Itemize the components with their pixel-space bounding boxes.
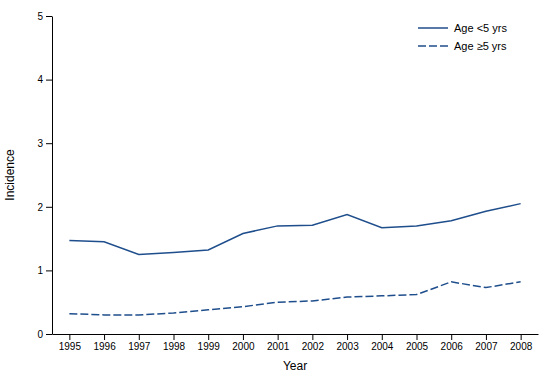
y-tick-label: 4	[37, 74, 43, 85]
legend-swatch	[418, 45, 448, 47]
x-tick-label: 2000	[232, 341, 255, 352]
y-tick-mark	[46, 143, 52, 144]
y-axis: 0 1 2 3 4 5	[37, 11, 52, 340]
x-axis: 1995 1996 1997 1998 1999 2000 2001 2002 2003 2004…	[53, 334, 539, 352]
plot-area	[69, 204, 520, 315]
x-tick: 2007	[475, 334, 498, 352]
x-tick-mark	[278, 334, 279, 340]
x-tick-mark	[139, 334, 140, 340]
x-tick-mark	[347, 334, 348, 340]
x-tick-label: 2003	[336, 341, 359, 352]
x-tick-label: 2005	[406, 341, 429, 352]
x-tick: 2006	[441, 334, 464, 352]
y-tick-mark	[46, 207, 52, 208]
x-tick-mark	[312, 334, 313, 340]
x-tick-label: 2002	[302, 341, 325, 352]
y-tick-mark	[46, 270, 52, 271]
series-line	[69, 204, 520, 255]
series-line	[69, 282, 520, 315]
x-tick-label: 1999	[198, 341, 221, 352]
x-tick-mark	[208, 334, 209, 340]
y-tick: 4	[37, 74, 52, 85]
x-tick-label: 2006	[441, 341, 464, 352]
x-tick-mark	[104, 334, 105, 340]
legend-label: Age <5 yrs	[454, 22, 507, 34]
x-tick-label: 1996	[93, 341, 116, 352]
legend-label: Age ≥5 yrs	[454, 40, 507, 52]
x-tick-label: 2001	[267, 341, 290, 352]
y-tick: 0	[37, 329, 52, 340]
legend: Age <5 yrs Age ≥5 yrs	[418, 22, 507, 52]
y-tick: 2	[37, 202, 52, 213]
x-tick-mark	[417, 334, 418, 340]
x-tick-label: 2004	[371, 341, 394, 352]
x-tick-mark	[521, 334, 522, 340]
y-axis-title: Incidence	[3, 149, 17, 201]
y-tick-mark	[46, 334, 52, 335]
x-tick: 2001	[267, 334, 290, 352]
y-tick: 5	[37, 11, 52, 22]
x-tick-mark	[243, 334, 244, 340]
x-tick: 1996	[93, 334, 116, 352]
x-tick-mark	[486, 334, 487, 340]
x-tick-mark	[174, 334, 175, 340]
x-tick-mark	[451, 334, 452, 340]
x-tick: 1998	[163, 334, 186, 352]
y-tick: 3	[37, 138, 52, 149]
y-axis-line	[52, 17, 53, 335]
x-tick-label: 2007	[475, 341, 498, 352]
x-tick: 1995	[59, 334, 82, 352]
legend-item: Age ≥5 yrs	[418, 40, 507, 52]
y-tick-label: 0	[37, 329, 43, 340]
x-axis-line	[53, 334, 539, 335]
x-axis-title: Year	[283, 359, 307, 373]
x-tick-label: 2008	[510, 341, 533, 352]
y-tick-mark	[46, 80, 52, 81]
y-tick-label: 5	[37, 11, 43, 22]
x-tick: 2002	[302, 334, 325, 352]
x-tick: 2004	[371, 334, 394, 352]
y-tick-label: 3	[37, 138, 43, 149]
x-tick: 1997	[128, 334, 151, 352]
x-tick-label: 1997	[128, 341, 151, 352]
x-tick-label: 1998	[163, 341, 186, 352]
x-tick: 2008	[510, 334, 533, 352]
x-tick-label: 1995	[59, 341, 82, 352]
legend-item: Age <5 yrs	[418, 22, 507, 34]
y-tick-label: 2	[37, 202, 43, 213]
x-tick: 2005	[406, 334, 429, 352]
y-tick-mark	[46, 16, 52, 17]
x-tick: 2000	[232, 334, 255, 352]
legend-swatch	[418, 27, 448, 29]
chart: 1995 1996 1997 1998 1999 2000 2001 2002 2003 2004…	[0, 0, 556, 378]
y-tick-label: 1	[37, 265, 43, 276]
x-tick: 1999	[198, 334, 221, 352]
y-tick: 1	[37, 265, 52, 276]
x-tick-mark	[382, 334, 383, 340]
x-tick-mark	[69, 334, 70, 340]
x-tick: 2003	[336, 334, 359, 352]
